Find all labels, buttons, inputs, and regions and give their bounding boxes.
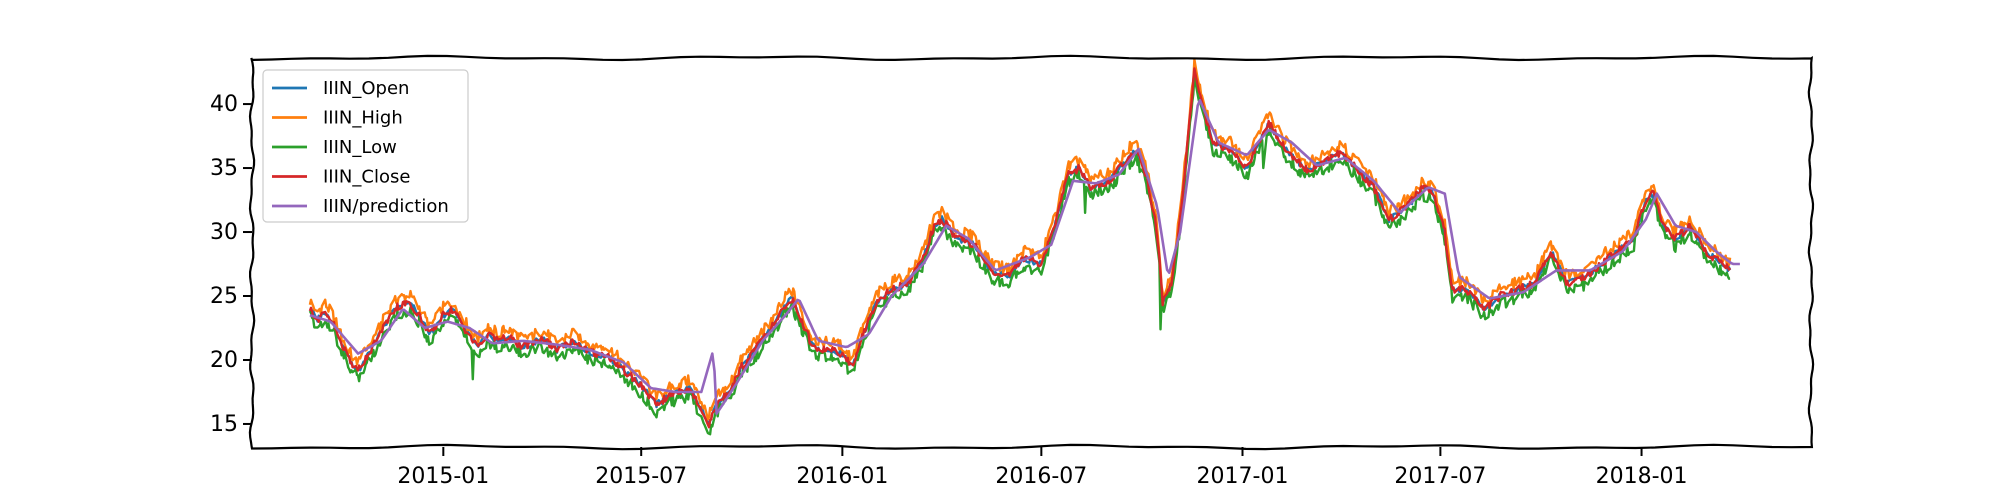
series-line-iiin-close [308, 67, 1732, 429]
x-tick-label: 2017-07 [1394, 464, 1486, 489]
y-tick-label: 20 [210, 348, 238, 373]
series-line-iiin-prediction [309, 98, 1740, 415]
series-layer [308, 58, 1740, 436]
legend-label: IIIN_Close [323, 167, 410, 188]
legend-label: IIIN/prediction [323, 196, 449, 217]
x-tick-label: 2018-01 [1596, 464, 1688, 489]
legend-label: IIIN_Low [323, 137, 397, 158]
legend-label: IIIN_High [323, 108, 403, 129]
plot-frame [248, 54, 1815, 451]
x-tick-label: 2015-01 [397, 464, 489, 489]
y-tick-label: 40 [210, 92, 238, 117]
x-tick-label: 2016-01 [796, 464, 888, 489]
legend: IIIN_Open IIIN_High IIIN_Low IIIN_Close IIIN… [262, 69, 469, 223]
x-tick-label: 2017-01 [1197, 464, 1289, 489]
y-tick-label: 35 [210, 156, 238, 181]
ticks-layer: 2015-01 2015-07 2016-01 2016-07 2017-01 2017-… [210, 92, 1688, 489]
y-tick-label: 15 [210, 412, 238, 437]
x-tick-label: 2015-07 [595, 464, 687, 489]
series-line-iiin-high [308, 58, 1732, 421]
series-line-iiin-low [308, 75, 1731, 436]
y-tick-label: 30 [210, 220, 238, 245]
y-tick-label: 25 [210, 284, 238, 309]
legend-box [262, 69, 469, 223]
legend-label: IIIN_Open [323, 78, 409, 99]
x-tick-label: 2016-07 [995, 464, 1087, 489]
series-line-iiin-open [309, 71, 1732, 429]
